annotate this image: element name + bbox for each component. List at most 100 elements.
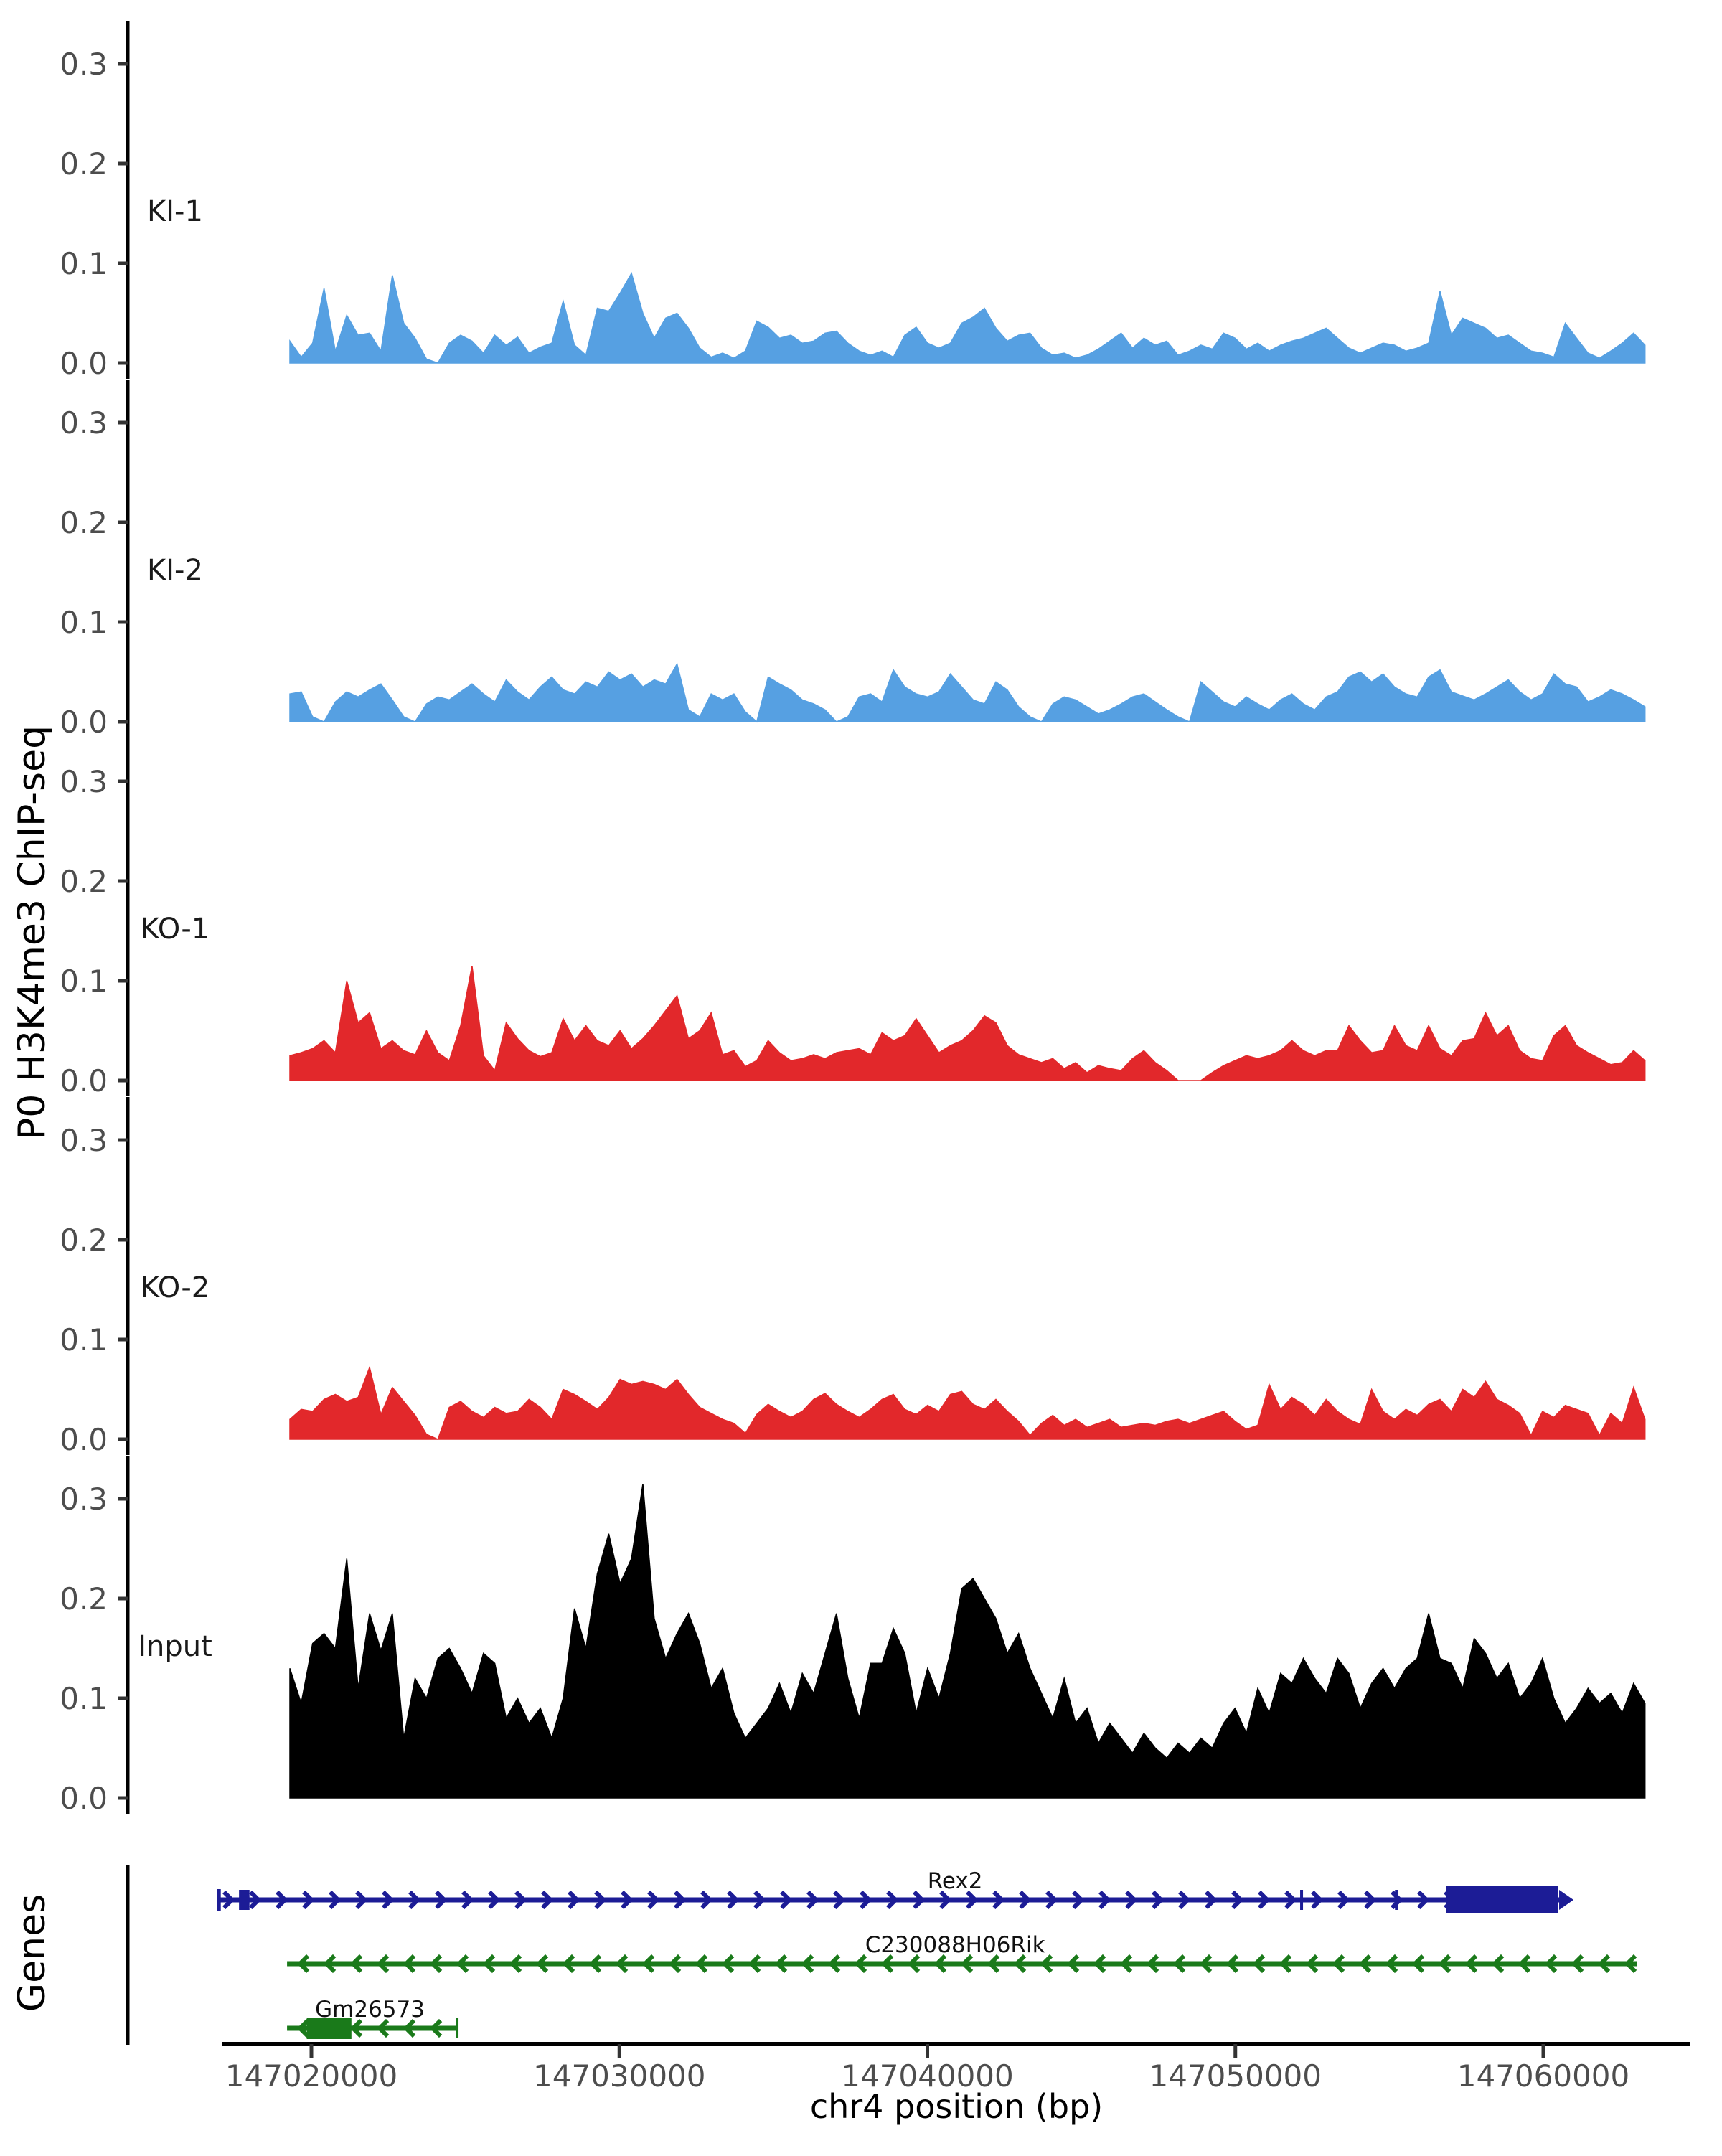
strand-arrow-icon — [1391, 1890, 1403, 1910]
strand-arrow-icon — [674, 1890, 687, 1910]
strand-arrow-icon — [753, 1890, 766, 1910]
strand-arrow-icon — [429, 2018, 443, 2038]
track-label: KO-1 — [141, 913, 210, 946]
strand-arrow-icon — [1045, 1890, 1058, 1910]
strand-arrow-icon — [880, 1954, 894, 1974]
strand-arrow-icon — [376, 2018, 390, 2038]
strand-arrow-icon — [1072, 1890, 1085, 1910]
strand-arrow-icon — [355, 1890, 368, 1910]
strand-arrow-icon — [748, 1954, 761, 1974]
gene-Gm26573: Gm26573 — [287, 1997, 459, 2039]
strand-arrow-icon — [992, 1890, 1005, 1910]
y-tick-label: 0.0 — [60, 346, 108, 381]
y-tick-label: 0.1 — [60, 1681, 108, 1716]
strand-arrow-icon — [1311, 1890, 1324, 1910]
strand-arrow-icon — [249, 1890, 262, 1910]
strand-arrow-icon — [833, 1890, 846, 1910]
strand-arrow-icon — [296, 1954, 310, 1974]
strand-arrow-icon — [1624, 1954, 1637, 1974]
strand-arrow-icon — [960, 1954, 974, 1974]
strand-arrow-icon — [1172, 1954, 1186, 1974]
strand-arrow-icon — [1337, 1890, 1350, 1910]
strand-arrow-icon — [222, 1890, 235, 1910]
y-tick-label: 0.1 — [60, 964, 108, 999]
strand-arrow-icon — [1258, 1890, 1271, 1910]
y-tick-label: 0.3 — [60, 1482, 108, 1517]
strand-arrow-icon — [1093, 1954, 1106, 1974]
strand-arrow-icon — [827, 1954, 841, 1974]
strand-arrow-icon — [323, 1954, 337, 1974]
x-tick-label: 147030000 — [533, 2058, 706, 2094]
strand-arrow-icon — [1279, 1954, 1292, 1974]
strand-arrow-icon — [1252, 1954, 1266, 1974]
strand-arrow-icon — [721, 1954, 735, 1974]
signal-area-KO-2 — [289, 1365, 1646, 1441]
strand-arrow-icon — [774, 1954, 788, 1974]
strand-arrow-icon — [1199, 1954, 1213, 1974]
strand-arrow-icon — [1066, 1954, 1080, 1974]
strand-arrow-icon — [700, 1890, 713, 1910]
strand-arrow-icon — [806, 1890, 819, 1910]
strand-arrow-icon — [403, 1954, 416, 1974]
strand-arrow-icon — [668, 1954, 682, 1974]
track-label: KI-2 — [147, 554, 203, 587]
signal-area-KI-1 — [289, 271, 1646, 364]
x-tick-label: 147060000 — [1457, 2058, 1630, 2094]
gene-label: C230088H06Rik — [865, 1932, 1045, 1958]
strand-arrow-icon — [456, 1954, 469, 1974]
strand-arrow-icon — [1125, 1890, 1138, 1910]
y-tick-label: 0.0 — [60, 705, 108, 740]
strand-arrow-icon — [509, 1954, 522, 1974]
strand-arrow-icon — [1040, 1954, 1053, 1974]
strand-arrow-icon — [1518, 1954, 1531, 1974]
strand-arrow-icon — [1152, 1890, 1165, 1910]
strand-arrow-icon — [1597, 1954, 1611, 1974]
x-axis: 147020000 147030000 147040000 147050000 1470… — [222, 2042, 1690, 2094]
strand-arrow-icon — [860, 1890, 872, 1910]
strand-arrow-icon — [641, 1954, 655, 1974]
strand-arrow-icon — [1098, 1890, 1111, 1910]
x-axis-title: chr4 position (bp) — [810, 2087, 1103, 2126]
strand-arrow-icon — [302, 1890, 315, 1910]
strand-arrow-icon — [276, 1890, 288, 1910]
strand-arrow-icon — [1417, 1890, 1430, 1910]
y-tick-label: 0.0 — [60, 1422, 108, 1457]
strand-arrow-icon — [1544, 1954, 1558, 1974]
strand-arrow-icon — [1225, 1954, 1239, 1974]
track-KI-2: 0.0 0.1 0.2 0.3 KI-2 — [60, 380, 1646, 740]
strand-arrow-icon — [1013, 1954, 1027, 1974]
strand-arrow-icon — [1305, 1954, 1319, 1974]
strand-arrow-icon — [594, 1890, 607, 1910]
strand-arrow-icon — [461, 1890, 474, 1910]
y-tick-label: 0.1 — [60, 246, 108, 281]
track-label: KO-2 — [141, 1271, 210, 1304]
strand-arrow-icon — [1119, 1954, 1133, 1974]
y-tick-label: 0.3 — [60, 47, 108, 82]
strand-arrow-icon — [801, 1954, 814, 1974]
strand-arrow-icon — [647, 1890, 660, 1910]
y-tick-label: 0.1 — [60, 605, 108, 640]
strand-arrow-icon — [621, 1890, 634, 1910]
strand-arrow-icon — [535, 1954, 549, 1974]
y-tick-label: 0.2 — [60, 505, 108, 540]
strand-arrow-icon — [913, 1890, 926, 1910]
strand-arrow-icon — [482, 1954, 496, 1974]
exon-box — [239, 1890, 250, 1910]
strand-arrow-icon — [1332, 1954, 1345, 1974]
y-tick-label: 0.3 — [60, 1123, 108, 1158]
gene-C230088H06Rik: C230088H06Rik — [287, 1932, 1637, 1974]
track-KI-1: 0.0 0.1 0.2 0.3 KI-1 — [60, 21, 1646, 381]
strand-arrow-icon — [329, 1890, 342, 1910]
strand-arrow-icon — [488, 1890, 501, 1910]
track-KO-2: 0.0 0.1 0.2 0.3 KO-2 — [60, 1097, 1646, 1457]
strand-arrow-icon — [1231, 1890, 1244, 1910]
gene-Rex2: Rex2 — [217, 1868, 1574, 1913]
strand-arrow-icon — [588, 1954, 602, 1974]
strand-arrow-icon — [939, 1890, 952, 1910]
strand-arrow-icon — [1385, 1954, 1398, 1974]
genes-panel: Rex2 C230088H06Rik Gm26573 — [126, 1865, 1637, 2045]
signal-area-KI-2 — [289, 662, 1646, 723]
strand-arrow-icon — [907, 1954, 921, 1974]
track-Input: 0.0 0.1 0.2 0.3 Input — [60, 1456, 1646, 1816]
strand-arrow-icon — [541, 1890, 554, 1910]
